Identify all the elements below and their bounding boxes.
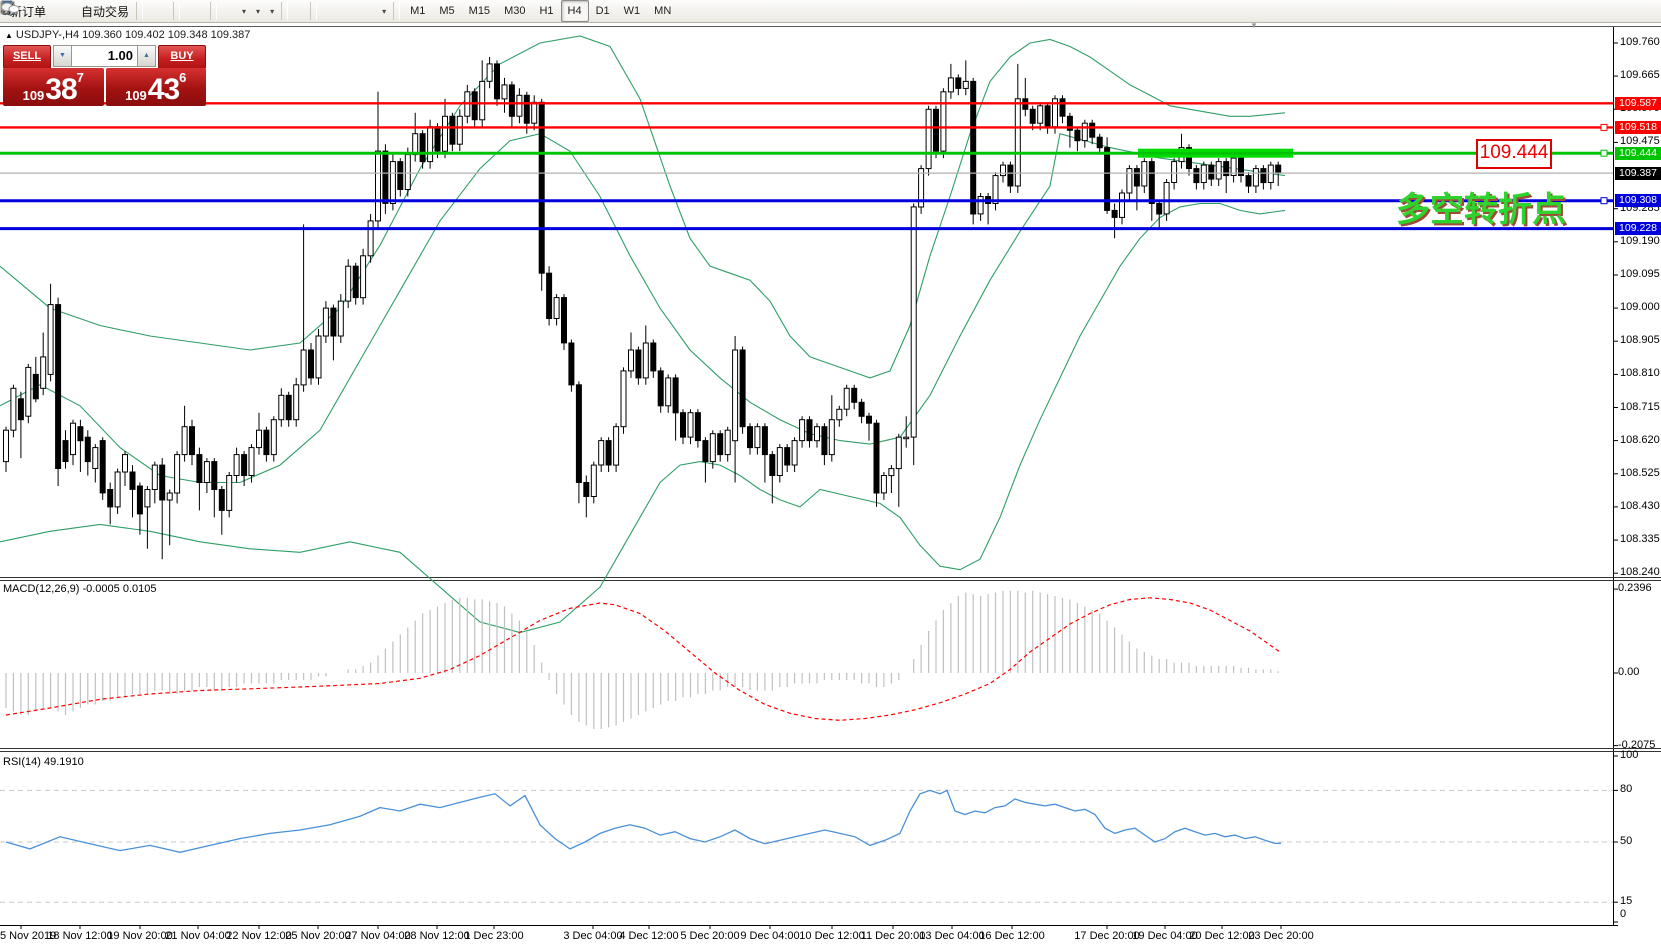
timeframe-button-m5[interactable]: M5 (439, 5, 455, 17)
time-axis-label: 25 Nov 20:00 (285, 930, 351, 942)
sell-price-display[interactable]: 109 38 7 (3, 68, 104, 106)
price-badge: 109.308 (1615, 194, 1661, 208)
toolbar-separator (310, 2, 318, 20)
toolbar-separator (136, 2, 144, 20)
price-axis-label: 108.810 (1620, 367, 1660, 380)
sell-price-pip: 7 (76, 70, 84, 85)
time-axis-label: 13 Dec 04:00 (919, 930, 985, 942)
timeframe-button-m1[interactable]: M1 (410, 5, 426, 17)
symbol-info-line: ▲ USDJPY-,H4 109.360 109.402 109.348 109.… (5, 29, 250, 41)
chevron-down-icon: ▾ (256, 6, 261, 16)
buy-price-base: 109 (125, 88, 147, 103)
rsi-axis-label: 80 (1620, 783, 1633, 796)
time-axis-label: 21 Nov 04:00 (165, 930, 231, 942)
price-axis-label: 108.525 (1620, 466, 1660, 479)
toolbar-separator (210, 2, 218, 20)
sell-button[interactable]: SELL (3, 45, 51, 69)
symbol-name: USDJPY-,H4 (15, 29, 80, 41)
timeframe-button-h1[interactable]: H1 (539, 5, 554, 17)
timeframe-button-m30[interactable]: M30 (504, 5, 526, 17)
macd-header: MACD(12,26,9) -0.0005 0.0105 (3, 583, 157, 595)
price-axis-label: 108.715 (1620, 400, 1660, 413)
buy-price-display[interactable]: 109 43 6 (105, 68, 206, 106)
price-axis-label: 108.905 (1620, 334, 1660, 347)
time-axis-label: 1 Dec 23:00 (464, 930, 524, 942)
price-badge: 109.444 (1615, 146, 1661, 160)
toolbar-separator (393, 2, 401, 20)
time-axis-label: 9 Dec 04:00 (740, 930, 800, 942)
time-axis-label: 23 Dec 20:00 (1248, 930, 1314, 942)
annotation-cn-text[interactable]: 多空转折点 (1396, 191, 1566, 229)
timeframe-button-h4[interactable]: H4 (560, 0, 589, 22)
price-level-label-box[interactable]: 109.444 (1476, 139, 1552, 169)
timeframe-button-mn[interactable]: MN (654, 5, 672, 17)
toolbar-separator (173, 2, 181, 20)
symbol-ohlc: 109.360 109.402 109.348 109.387 (82, 29, 251, 41)
rsi-header: RSI(14) 49.1910 (3, 756, 84, 768)
price-badge: 109.387 (1615, 166, 1661, 180)
time-axis-label: 22 Nov 12:00 (226, 930, 292, 942)
price-axis-label: 108.430 (1620, 499, 1660, 512)
chevron-down-icon: ▾ (382, 6, 387, 16)
symbol-triangle-icon: ▲ (5, 31, 13, 40)
rsi-axis-label: 100 (1620, 749, 1639, 761)
price-axis-label: 108.620 (1620, 433, 1660, 446)
rsi-axis-label: 15 (1620, 895, 1633, 908)
price-axis-label: 109.190 (1620, 234, 1660, 247)
time-axis-label: 17 Dec 20:00 (1074, 930, 1140, 942)
time-axis-label: 27 Nov 04:00 (345, 930, 411, 942)
rsi-axis-label: 50 (1620, 835, 1633, 847)
timeframe-button-m15[interactable]: M15 (468, 5, 491, 17)
buy-button[interactable]: BUY (158, 45, 206, 69)
price-axis-label: 109.095 (1620, 267, 1660, 280)
buy-price-pip: 6 (179, 70, 187, 85)
chevron-down-icon: ▾ (270, 6, 275, 16)
macd-axis-label: 0.2396 (1618, 582, 1652, 595)
time-axis-label: 19 Nov 20:00 (107, 930, 173, 942)
timeframe-button-w1[interactable]: W1 (623, 5, 641, 17)
macd-axis-label: 0.00 (1618, 666, 1640, 678)
one-click-trading-panel: SELL ▼ 1.00 ▲ BUY 109 38 7 109 43 6 (3, 45, 206, 107)
volume-spinner: ▼ 1.00 ▲ (53, 45, 156, 67)
price-axis-label: 108.335 (1620, 533, 1660, 546)
time-axis-label: 10 Dec 12:00 (799, 930, 865, 942)
macd-axis-label: -0.2075 (1618, 738, 1656, 751)
time-axis-label: 20 Dec 12:00 (1189, 930, 1255, 942)
time-axis-label: 5 Dec 20:00 (680, 930, 740, 942)
time-axis-label: 16 Dec 12:00 (979, 930, 1045, 942)
price-badge: 109.587 (1615, 96, 1661, 110)
time-axis-label: 11 Dec 20:00 (860, 930, 926, 942)
time-axis-label: 4 Dec 12:00 (619, 930, 679, 942)
time-axis-label: 3 Dec 04:00 (563, 930, 623, 942)
volume-decrease-button[interactable]: ▼ (53, 45, 72, 67)
price-axis-label: 109.760 (1620, 36, 1660, 48)
time-axis-label: 5 Nov 2019 (0, 930, 57, 942)
sell-price-main: 38 (45, 73, 77, 106)
volume-value[interactable]: 1.00 (72, 45, 137, 67)
price-axis-label: 109.665 (1620, 69, 1660, 82)
time-axis-label: 19 Dec 04:00 (1132, 930, 1198, 942)
price-badge: 109.518 (1615, 120, 1661, 134)
buy-price-main: 43 (147, 73, 180, 106)
price-axis-label: 108.240 (1620, 566, 1660, 579)
price-axis-label: 109.000 (1620, 301, 1660, 314)
price-badge: 109.228 (1615, 222, 1661, 236)
price-axis-label: 109.475 (1620, 135, 1660, 148)
sell-price-base: 109 (22, 88, 45, 103)
timeframe-button-d1[interactable]: D1 (595, 5, 610, 17)
time-axis-label: 28 Nov 12:00 (404, 930, 470, 942)
scroll-marker-icon: ▼ (1250, 21, 1258, 30)
volume-increase-button[interactable]: ▲ (137, 45, 156, 67)
chevron-down-icon: ▾ (242, 6, 247, 16)
toolbar-separator (281, 2, 289, 20)
rsi-axis-label: 0 (1620, 908, 1627, 920)
time-axis-label: 18 Nov 12:00 (47, 930, 113, 942)
